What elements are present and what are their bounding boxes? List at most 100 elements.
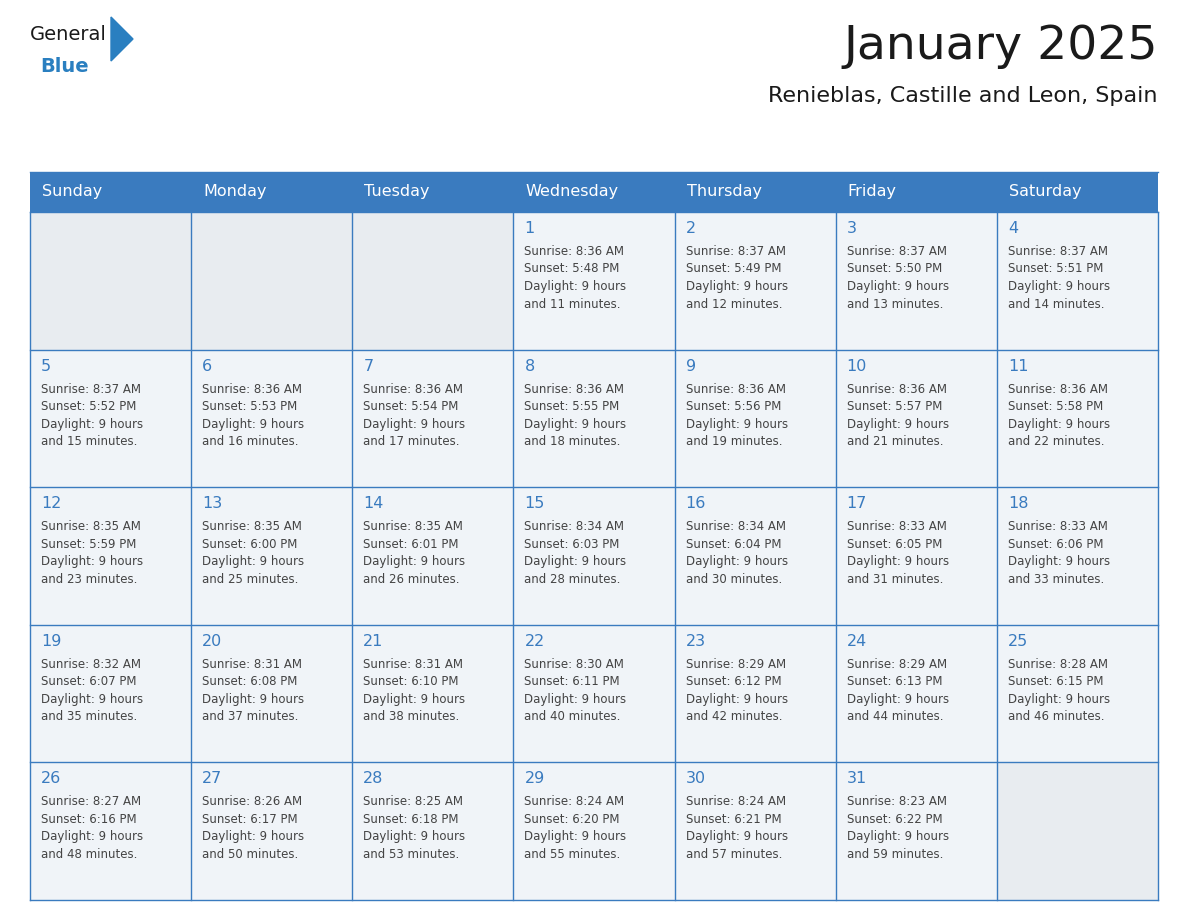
Bar (513, 487, 675, 625)
Text: 29: 29 (524, 771, 544, 787)
Bar (997, 625, 1158, 763)
Text: 25: 25 (1007, 633, 1028, 649)
Text: Sunrise: 8:36 AM
Sunset: 5:53 PM
Daylight: 9 hours
and 16 minutes.: Sunrise: 8:36 AM Sunset: 5:53 PM Dayligh… (202, 383, 304, 448)
Text: Sunrise: 8:24 AM
Sunset: 6:21 PM
Daylight: 9 hours
and 57 minutes.: Sunrise: 8:24 AM Sunset: 6:21 PM Dayligh… (685, 795, 788, 861)
Bar (30, 487, 191, 625)
Text: 19: 19 (42, 633, 62, 649)
Bar (353, 212, 513, 350)
Text: 4: 4 (1007, 221, 1018, 236)
Bar (30, 763, 191, 900)
Bar (675, 487, 835, 625)
Text: 21: 21 (364, 633, 384, 649)
Bar (513, 212, 675, 350)
Bar (835, 625, 997, 763)
Text: 18: 18 (1007, 497, 1029, 511)
Text: Sunrise: 8:29 AM
Sunset: 6:12 PM
Daylight: 9 hours
and 42 minutes.: Sunrise: 8:29 AM Sunset: 6:12 PM Dayligh… (685, 658, 788, 723)
Text: Sunrise: 8:37 AM
Sunset: 5:49 PM
Daylight: 9 hours
and 12 minutes.: Sunrise: 8:37 AM Sunset: 5:49 PM Dayligh… (685, 245, 788, 310)
Bar (997, 763, 1158, 900)
Text: Friday: Friday (848, 185, 897, 199)
Bar (675, 212, 835, 350)
Bar (835, 350, 997, 487)
Text: Monday: Monday (203, 185, 266, 199)
Text: 28: 28 (364, 771, 384, 787)
Text: Sunrise: 8:23 AM
Sunset: 6:22 PM
Daylight: 9 hours
and 59 minutes.: Sunrise: 8:23 AM Sunset: 6:22 PM Dayligh… (847, 795, 949, 861)
Text: 6: 6 (202, 359, 213, 374)
Text: Sunrise: 8:32 AM
Sunset: 6:07 PM
Daylight: 9 hours
and 35 minutes.: Sunrise: 8:32 AM Sunset: 6:07 PM Dayligh… (42, 658, 143, 723)
Bar (30, 172, 1158, 212)
Text: Sunrise: 8:25 AM
Sunset: 6:18 PM
Daylight: 9 hours
and 53 minutes.: Sunrise: 8:25 AM Sunset: 6:18 PM Dayligh… (364, 795, 466, 861)
Text: Sunrise: 8:36 AM
Sunset: 5:56 PM
Daylight: 9 hours
and 19 minutes.: Sunrise: 8:36 AM Sunset: 5:56 PM Dayligh… (685, 383, 788, 448)
Text: 9: 9 (685, 359, 696, 374)
Bar (191, 350, 353, 487)
Text: 2: 2 (685, 221, 696, 236)
Text: Blue: Blue (40, 57, 89, 76)
Text: 15: 15 (524, 497, 545, 511)
Text: Sunrise: 8:28 AM
Sunset: 6:15 PM
Daylight: 9 hours
and 46 minutes.: Sunrise: 8:28 AM Sunset: 6:15 PM Dayligh… (1007, 658, 1110, 723)
Bar (353, 763, 513, 900)
Text: 14: 14 (364, 497, 384, 511)
Bar (353, 487, 513, 625)
Text: Sunrise: 8:26 AM
Sunset: 6:17 PM
Daylight: 9 hours
and 50 minutes.: Sunrise: 8:26 AM Sunset: 6:17 PM Dayligh… (202, 795, 304, 861)
Text: 1: 1 (524, 221, 535, 236)
Text: Sunrise: 8:37 AM
Sunset: 5:50 PM
Daylight: 9 hours
and 13 minutes.: Sunrise: 8:37 AM Sunset: 5:50 PM Dayligh… (847, 245, 949, 310)
Text: 5: 5 (42, 359, 51, 374)
Text: 17: 17 (847, 497, 867, 511)
Text: Sunrise: 8:33 AM
Sunset: 6:05 PM
Daylight: 9 hours
and 31 minutes.: Sunrise: 8:33 AM Sunset: 6:05 PM Dayligh… (847, 521, 949, 586)
Text: Sunrise: 8:36 AM
Sunset: 5:48 PM
Daylight: 9 hours
and 11 minutes.: Sunrise: 8:36 AM Sunset: 5:48 PM Dayligh… (524, 245, 626, 310)
Text: 30: 30 (685, 771, 706, 787)
Text: Sunrise: 8:34 AM
Sunset: 6:03 PM
Daylight: 9 hours
and 28 minutes.: Sunrise: 8:34 AM Sunset: 6:03 PM Dayligh… (524, 521, 626, 586)
Bar (997, 212, 1158, 350)
Text: 26: 26 (42, 771, 62, 787)
Text: Sunrise: 8:24 AM
Sunset: 6:20 PM
Daylight: 9 hours
and 55 minutes.: Sunrise: 8:24 AM Sunset: 6:20 PM Dayligh… (524, 795, 626, 861)
Text: 13: 13 (202, 497, 222, 511)
Text: Sunrise: 8:36 AM
Sunset: 5:58 PM
Daylight: 9 hours
and 22 minutes.: Sunrise: 8:36 AM Sunset: 5:58 PM Dayligh… (1007, 383, 1110, 448)
Text: 8: 8 (524, 359, 535, 374)
Text: Sunrise: 8:36 AM
Sunset: 5:54 PM
Daylight: 9 hours
and 17 minutes.: Sunrise: 8:36 AM Sunset: 5:54 PM Dayligh… (364, 383, 466, 448)
Text: Sunrise: 8:37 AM
Sunset: 5:52 PM
Daylight: 9 hours
and 15 minutes.: Sunrise: 8:37 AM Sunset: 5:52 PM Dayligh… (42, 383, 143, 448)
Bar (191, 487, 353, 625)
Text: Saturday: Saturday (1009, 185, 1081, 199)
Text: 3: 3 (847, 221, 857, 236)
Bar (30, 212, 191, 350)
Text: Sunrise: 8:37 AM
Sunset: 5:51 PM
Daylight: 9 hours
and 14 minutes.: Sunrise: 8:37 AM Sunset: 5:51 PM Dayligh… (1007, 245, 1110, 310)
Text: 11: 11 (1007, 359, 1029, 374)
Bar (997, 487, 1158, 625)
Text: 31: 31 (847, 771, 867, 787)
Bar (675, 350, 835, 487)
Text: Sunrise: 8:33 AM
Sunset: 6:06 PM
Daylight: 9 hours
and 33 minutes.: Sunrise: 8:33 AM Sunset: 6:06 PM Dayligh… (1007, 521, 1110, 586)
Text: 12: 12 (42, 497, 62, 511)
Text: Sunday: Sunday (42, 185, 102, 199)
Text: Thursday: Thursday (687, 185, 762, 199)
Text: Sunrise: 8:31 AM
Sunset: 6:08 PM
Daylight: 9 hours
and 37 minutes.: Sunrise: 8:31 AM Sunset: 6:08 PM Dayligh… (202, 658, 304, 723)
Text: Sunrise: 8:35 AM
Sunset: 6:01 PM
Daylight: 9 hours
and 26 minutes.: Sunrise: 8:35 AM Sunset: 6:01 PM Dayligh… (364, 521, 466, 586)
Bar (191, 625, 353, 763)
Text: Sunrise: 8:35 AM
Sunset: 6:00 PM
Daylight: 9 hours
and 25 minutes.: Sunrise: 8:35 AM Sunset: 6:00 PM Dayligh… (202, 521, 304, 586)
Polygon shape (110, 17, 133, 61)
Text: 27: 27 (202, 771, 222, 787)
Text: Sunrise: 8:30 AM
Sunset: 6:11 PM
Daylight: 9 hours
and 40 minutes.: Sunrise: 8:30 AM Sunset: 6:11 PM Dayligh… (524, 658, 626, 723)
Text: Wednesday: Wednesday (525, 185, 619, 199)
Text: Sunrise: 8:29 AM
Sunset: 6:13 PM
Daylight: 9 hours
and 44 minutes.: Sunrise: 8:29 AM Sunset: 6:13 PM Dayligh… (847, 658, 949, 723)
Text: Renieblas, Castille and Leon, Spain: Renieblas, Castille and Leon, Spain (769, 86, 1158, 106)
Text: 16: 16 (685, 497, 706, 511)
Bar (997, 350, 1158, 487)
Text: Tuesday: Tuesday (365, 185, 430, 199)
Bar (191, 212, 353, 350)
Bar (191, 763, 353, 900)
Bar (353, 350, 513, 487)
Bar (513, 350, 675, 487)
Bar (513, 625, 675, 763)
Text: 23: 23 (685, 633, 706, 649)
Bar (30, 350, 191, 487)
Bar (353, 625, 513, 763)
Text: Sunrise: 8:31 AM
Sunset: 6:10 PM
Daylight: 9 hours
and 38 minutes.: Sunrise: 8:31 AM Sunset: 6:10 PM Dayligh… (364, 658, 466, 723)
Text: 20: 20 (202, 633, 222, 649)
Text: Sunrise: 8:36 AM
Sunset: 5:57 PM
Daylight: 9 hours
and 21 minutes.: Sunrise: 8:36 AM Sunset: 5:57 PM Dayligh… (847, 383, 949, 448)
Bar (513, 763, 675, 900)
Bar (30, 625, 191, 763)
Bar (835, 487, 997, 625)
Bar (835, 212, 997, 350)
Text: 22: 22 (524, 633, 544, 649)
Text: General: General (30, 25, 107, 44)
Bar (835, 763, 997, 900)
